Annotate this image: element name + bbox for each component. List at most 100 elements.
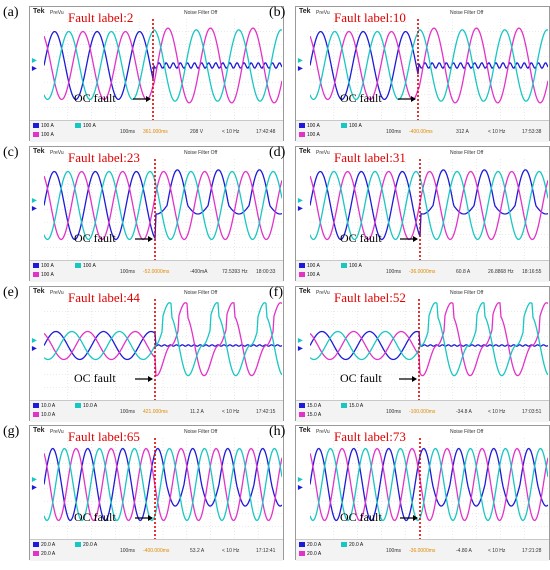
acq-mode: PreVu: [316, 10, 330, 16]
oc-fault-arrowhead: [148, 236, 153, 242]
panel-letter: (d): [269, 145, 286, 160]
phase-a-trace: [310, 169, 548, 241]
ch2-badge: [299, 412, 305, 418]
waveform-plot: [310, 159, 548, 260]
ch1-marker: ▶: [32, 485, 37, 491]
ch1-scale-value: 100 A: [41, 263, 54, 269]
phase-c-trace: [310, 29, 548, 102]
ch1-scale: 20.0 A: [299, 542, 321, 548]
ch2-scale-value: 100 A: [307, 132, 320, 138]
timebase: 100ms: [120, 548, 136, 554]
oc-fault-arrowhead: [148, 376, 153, 382]
ch1-marker: ▶: [298, 206, 303, 212]
oc-fault-label: OC fault: [340, 231, 382, 245]
oscilloscope-screen: Tek PreVu Noise Filter Off Fault label:65 OC…: [29, 425, 284, 561]
trigger-level: 53.2 A: [190, 548, 205, 554]
phase-c-trace: [44, 447, 282, 522]
ch3-badge: [341, 542, 347, 548]
phase-b-trace: [310, 301, 548, 377]
scope-top-bar: Tek PreVu Noise Filter Off: [30, 287, 283, 299]
ch1-scale: 100 A: [299, 263, 320, 269]
scope-status-bar: 100 A 100 A 100 A 100ms -36.0000ms 60.8 A 26.8…: [296, 260, 549, 282]
ch1-scale-value: 100 A: [307, 123, 320, 129]
ch1-scale: 20.0 A: [33, 542, 55, 548]
phase-b-trace: [44, 301, 282, 377]
tek-logo: Tek: [33, 148, 45, 155]
fault-label-text: Fault label:10: [334, 10, 406, 25]
phase-a-trace: [310, 447, 548, 522]
scope-status-bar: 100 A 100 A 100 A 100ms 361.000ms 208 V < 10 H…: [30, 120, 283, 142]
trigger-position: 361.000ms: [143, 129, 168, 135]
ch1-badge: [33, 123, 39, 129]
ch3-scale: 100 A: [341, 263, 362, 269]
ch1-badge: [33, 403, 39, 409]
trigger-level: -4.80 A: [456, 548, 472, 554]
ch3-marker: ▶: [298, 58, 303, 64]
scope-status-bar: 100 A 100 A 100 A 100ms -400.00ms 312 A < 10 H…: [296, 120, 549, 142]
ch1-marker: ▶: [298, 66, 303, 72]
acq-mode: PreVu: [50, 150, 64, 156]
ch2-scale-value: 20.0 A: [41, 551, 56, 557]
tek-logo: Tek: [299, 288, 311, 295]
waveform-area: [44, 159, 282, 260]
ch3-scale: 20.0 A: [341, 542, 363, 548]
oc-fault-label: OC fault: [340, 510, 382, 524]
ch3-marker: ▶: [32, 477, 37, 483]
ch1-scale: 15.0 A: [299, 403, 321, 409]
ch2-scale: 100 A: [33, 272, 54, 278]
ch2-scale-value: 100 A: [307, 272, 320, 278]
phase-b-trace: [44, 170, 282, 241]
ch3-scale-value: 100 A: [349, 123, 362, 129]
tek-logo: Tek: [33, 8, 45, 15]
ch2-scale-value: 15.0 A: [307, 412, 322, 418]
timebase: 100ms: [386, 129, 402, 135]
oscilloscope-screen: Tek PreVu Noise Filter Off Fault label:2 OC …: [29, 6, 284, 142]
acq-mode: PreVu: [316, 150, 330, 156]
acq-mode: PreVu: [50, 429, 64, 435]
scope-top-bar: Tek PreVu Noise Filter Off: [30, 147, 283, 159]
ch1-badge: [33, 263, 39, 269]
phase-c-trace: [44, 302, 282, 377]
ch2-scale-value: 20.0 A: [307, 551, 322, 557]
waveform-plot: [310, 19, 548, 120]
ch2-scale: 100 A: [299, 132, 320, 138]
noise-filter-status: Noise Filter Off: [450, 429, 484, 435]
ch1-marker: ▶: [298, 346, 303, 352]
panel-letter: (e): [3, 285, 19, 300]
ch3-scale-value: 20.0 A: [349, 542, 364, 548]
oc-fault-label: OC fault: [74, 371, 116, 385]
ch1-scale-value: 100 A: [307, 263, 320, 269]
trigger-position: 421.000ms: [143, 409, 168, 415]
waveform-area: [310, 159, 548, 260]
fault-label-text: Fault label:44: [68, 290, 140, 305]
scope-panel-6: (f) Tek PreVu Noise Filter Off Fault label:5…: [269, 285, 550, 422]
ch2-scale: 10.0 A: [33, 412, 55, 418]
phase-c-trace: [310, 302, 548, 377]
scope-panel-5: (e) Tek PreVu Noise Filter Off Fault label:4…: [3, 285, 284, 422]
oc-fault-arrowhead: [413, 236, 418, 242]
waveform-area: [310, 438, 548, 539]
ch1-scale-value: 10.0 A: [41, 403, 56, 409]
scope-top-bar: Tek PreVu Noise Filter Off: [296, 426, 549, 438]
ch3-scale-value: 10.0 A: [83, 403, 98, 409]
oscilloscope-screen: Tek PreVu Noise Filter Off Fault label:10 OC…: [295, 6, 550, 142]
frequency-readout: < 10 Hz: [488, 548, 506, 554]
phase-a-trace: [44, 447, 282, 522]
ch1-marker: ▶: [32, 346, 37, 352]
phase-c-trace: [310, 447, 548, 522]
panel-letter: (g): [3, 424, 20, 439]
waveform-plot: [310, 438, 548, 539]
clock-readout: 18:00:33: [256, 269, 276, 275]
ch1-scale-value: 100 A: [41, 123, 54, 129]
ch3-marker: ▶: [298, 338, 303, 344]
oc-fault-arrowhead: [146, 96, 151, 102]
oscilloscope-screen: Tek PreVu Noise Filter Off Fault label:52 OC…: [295, 286, 550, 422]
tek-logo: Tek: [299, 427, 311, 434]
oscilloscope-screen: Tek PreVu Noise Filter Off Fault label:73 OC…: [295, 425, 550, 561]
ch1-scale: 100 A: [299, 123, 320, 129]
ch3-marker: ▶: [32, 58, 37, 64]
scope-top-bar: Tek PreVu Noise Filter Off: [296, 7, 549, 19]
noise-filter-status: Noise Filter Off: [184, 429, 218, 435]
scope-top-bar: Tek PreVu Noise Filter Off: [30, 426, 283, 438]
ch3-badge: [75, 263, 81, 269]
